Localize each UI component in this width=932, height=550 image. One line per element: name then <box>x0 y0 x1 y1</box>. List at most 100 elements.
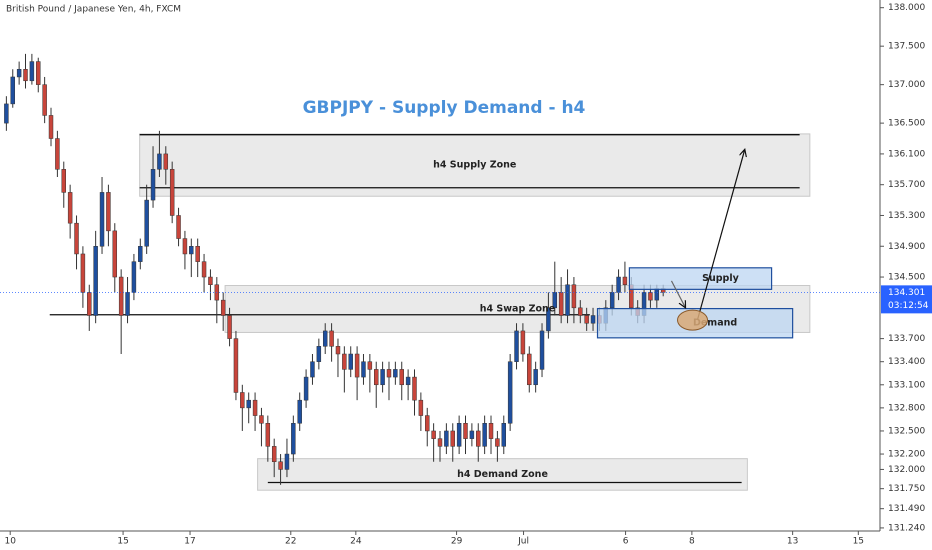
candle-body <box>29 61 35 82</box>
candle-body <box>23 69 28 82</box>
candle-body <box>4 103 9 124</box>
candle-body <box>169 169 175 216</box>
y-tick-label: 134.900 <box>888 242 925 252</box>
candle-body <box>590 315 596 324</box>
candle-body <box>131 261 137 293</box>
x-tick-label: 15 <box>853 537 864 547</box>
target-marker <box>677 309 709 331</box>
candle-body <box>233 338 239 393</box>
candle-body <box>138 246 143 262</box>
x-tick-label: 22 <box>285 537 296 547</box>
candle-body <box>303 376 309 401</box>
zone-label: Supply <box>702 273 739 284</box>
candle-body <box>616 276 621 293</box>
candle-body <box>361 361 366 378</box>
candle-body <box>609 292 615 309</box>
candle-body <box>150 169 156 201</box>
candle-body <box>552 292 558 309</box>
candle-body <box>195 246 200 262</box>
candle-body <box>61 169 66 193</box>
candle-body <box>10 76 15 105</box>
candle-body <box>374 369 379 386</box>
zone-label: Demand <box>693 318 737 329</box>
candle-body <box>386 369 392 378</box>
candle-body <box>546 307 551 332</box>
x-tick-label: 17 <box>184 537 195 547</box>
candle-body <box>271 446 277 462</box>
countdown-label: 03:12:54 <box>888 301 929 311</box>
candle-body <box>220 299 226 316</box>
y-tick-label: 132.000 <box>888 465 925 475</box>
candle-body <box>431 430 436 439</box>
candle-body <box>348 353 353 370</box>
candle-body <box>367 361 373 370</box>
candle-body <box>354 353 360 378</box>
candle-body <box>42 84 47 116</box>
candle-body <box>648 292 653 301</box>
candle-body <box>405 376 411 386</box>
candle-body <box>437 438 443 447</box>
candle-body <box>450 430 455 447</box>
candle-body <box>380 369 385 386</box>
candle-body <box>16 69 22 78</box>
candle-body <box>476 430 481 447</box>
y-tick-label: 136.100 <box>888 149 925 159</box>
candle-body <box>259 415 264 424</box>
candle-body <box>189 246 194 255</box>
candle-body <box>520 330 526 355</box>
y-tick-label: 137.500 <box>888 42 925 52</box>
candle-body <box>125 292 130 316</box>
candle-body <box>393 369 398 378</box>
candle-body <box>329 330 334 347</box>
zone-label: h4 Swap Zone <box>480 303 555 314</box>
candle-body <box>322 330 328 347</box>
zone-label: h4 Supply Zone <box>433 160 516 171</box>
zone <box>139 133 811 197</box>
y-tick-label: 132.500 <box>888 426 925 436</box>
candle-body <box>240 392 245 409</box>
candle-body <box>412 376 417 401</box>
candles <box>4 53 666 485</box>
candle-body <box>501 423 506 447</box>
candle-body <box>335 346 341 355</box>
candle-body <box>558 292 564 316</box>
candle-body <box>578 307 583 316</box>
candle-body <box>514 330 519 362</box>
candle-body <box>112 230 118 278</box>
candle-body <box>527 353 532 386</box>
candle-body <box>182 238 188 255</box>
candle-body <box>310 361 315 378</box>
candle-body <box>106 192 111 232</box>
candle-body <box>227 315 232 339</box>
candle-body <box>74 222 79 255</box>
candle-body <box>36 61 41 85</box>
y-tick-label: 131.240 <box>888 523 925 533</box>
candle-body <box>342 353 347 370</box>
candle-body <box>252 399 258 416</box>
candle-body <box>456 423 462 447</box>
candle-body <box>176 215 181 239</box>
x-tick-label: 24 <box>350 537 362 547</box>
candle-body <box>316 346 322 362</box>
candle-body <box>463 423 468 439</box>
x-tick-label: Jul <box>517 537 529 547</box>
zone <box>257 458 748 491</box>
candle-body <box>571 284 577 309</box>
overlay: h4 Supply Zone h4 Swap Zone h4 Demand Zone… <box>433 149 794 480</box>
candle-body <box>246 399 251 409</box>
x-tick-label: 6 <box>623 537 629 547</box>
zone-label: h4 Demand Zone <box>457 469 548 480</box>
candle-body <box>55 138 60 170</box>
candle-body <box>482 423 487 447</box>
x-tick-label: 29 <box>451 537 463 547</box>
y-tick-label: 134.500 <box>888 273 925 283</box>
candle-body <box>495 438 500 447</box>
candle-body <box>118 276 124 316</box>
candle-body <box>425 415 430 432</box>
candle-body <box>297 399 302 424</box>
candle-body <box>533 369 538 386</box>
x-tick-label: 13 <box>787 537 798 547</box>
candle-body <box>265 423 271 447</box>
candle-body <box>584 315 589 324</box>
